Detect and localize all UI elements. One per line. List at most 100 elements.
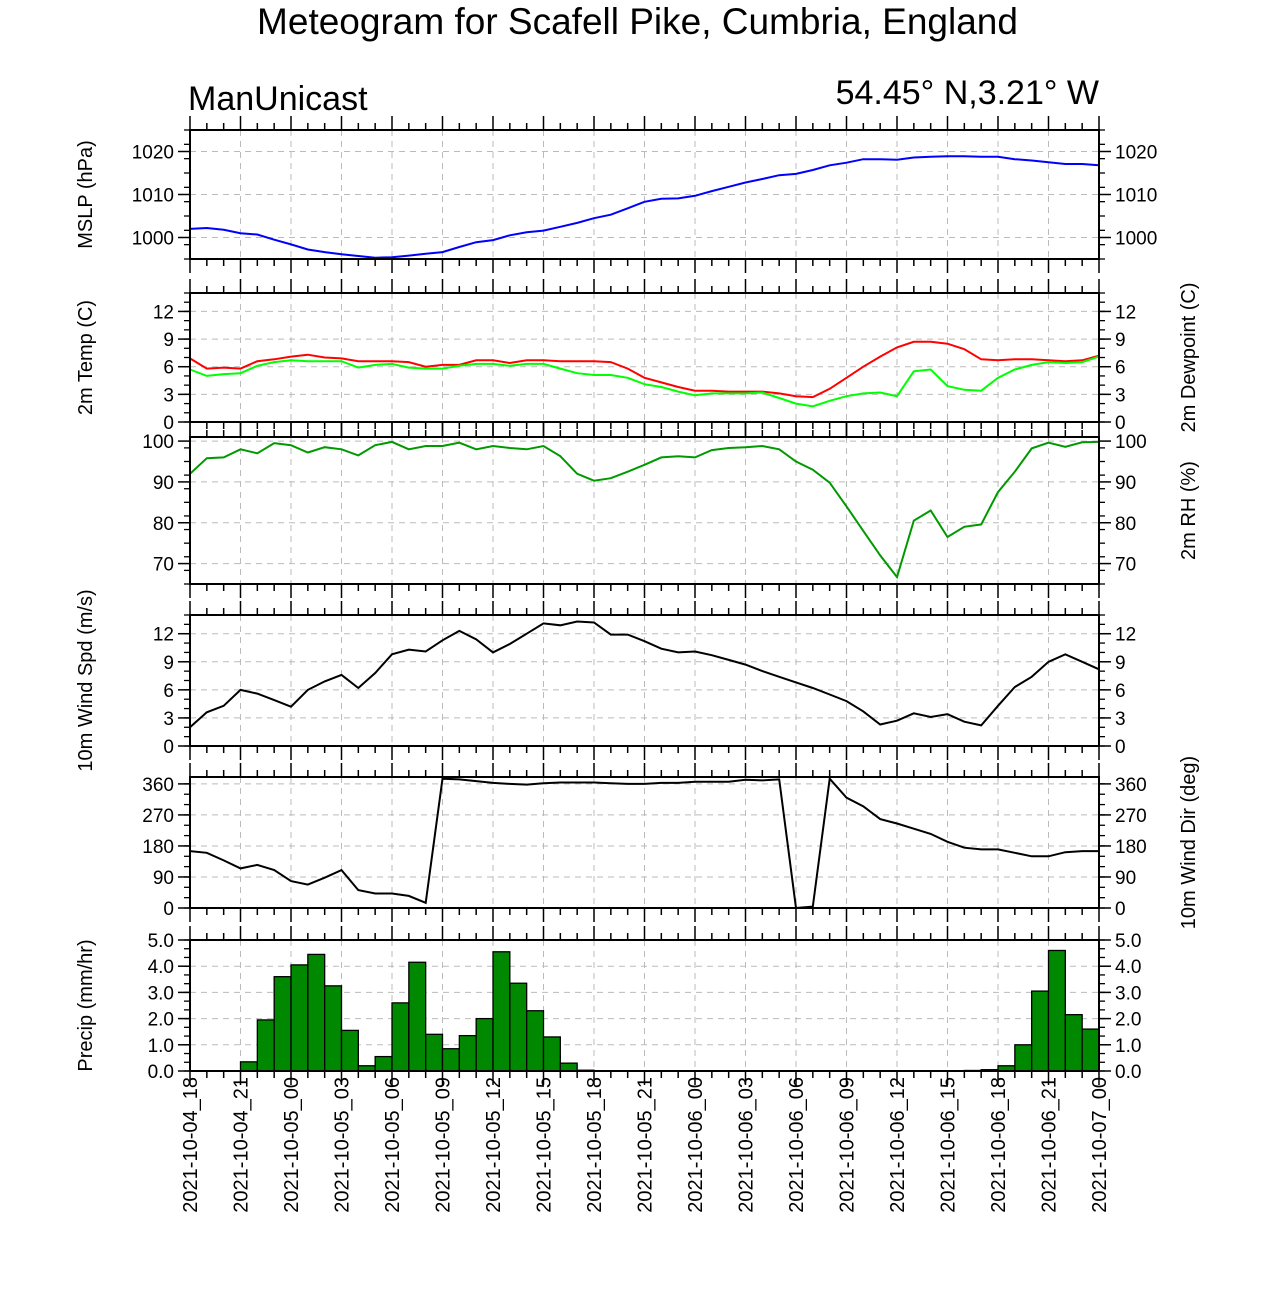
precip-bar (441, 1048, 460, 1072)
series-line-1 (189, 620, 1100, 729)
y-tick-label-right: 2.0 (1115, 1010, 1141, 1031)
panel-frame (189, 939, 1100, 1072)
y-tick-label: 3 (163, 709, 174, 730)
series-line-1 (189, 155, 1100, 259)
y-tick-label: 0.0 (148, 1062, 174, 1083)
y-tick-label: 6 (163, 681, 174, 702)
x-tick-label: 2021-10-05_21 (635, 1077, 657, 1213)
y-tick-label-right: 0 (1115, 413, 1126, 434)
y-tick-label-right: 180 (1115, 837, 1147, 858)
y-tick-label: 360 (142, 775, 174, 796)
y-tick-label: 1.0 (148, 1036, 174, 1057)
y-tick-label-right: 0.0 (1115, 1062, 1141, 1083)
precip-bar (1014, 1044, 1033, 1072)
y-tick-label-right: 100 (1115, 432, 1147, 453)
x-tick-label: 2021-10-06_03 (736, 1077, 758, 1213)
x-axis-time-labels: 2021-10-04_18 2021-10-04_21 2021-10-05_00 2… (180, 1077, 1111, 1213)
precip-bar (324, 985, 343, 1072)
chart-title: Meteogram for Scafell Pike, Cumbria, Eng… (257, 1, 1018, 42)
y-axis-title-left: 10m Wind Spd (m/s) (75, 589, 97, 771)
y-tick-label: 3.0 (148, 983, 174, 1004)
y-tick-label: 90 (153, 473, 174, 494)
y-tick-label-right: 3 (1115, 709, 1126, 730)
y-tick-label: 100 (142, 432, 174, 453)
x-tick-label: 2021-10-06_18 (988, 1077, 1010, 1213)
y-tick-label: 9 (163, 653, 174, 674)
precip-bar (425, 1033, 444, 1072)
x-tick-label: 2021-10-06_06 (786, 1077, 808, 1213)
y-tick-label: 4.0 (148, 957, 174, 978)
y-tick-label-right: 12 (1115, 625, 1136, 646)
precip-bar (458, 1034, 477, 1072)
y-tick-label: 12 (153, 302, 174, 323)
y-tick-label: 180 (142, 837, 174, 858)
panel-frame (189, 436, 1100, 585)
panel-2: 0 0 3 3 6 6 9 9 12 12 2m Temp (C) 2m Dewpoint (C) (75, 279, 1200, 436)
y-tick-label-right: 9 (1115, 330, 1126, 351)
panel-frame (189, 776, 1100, 909)
y-tick-label: 90 (153, 868, 174, 889)
x-tick-label: 2021-10-04_18 (180, 1077, 202, 1213)
y-axis-title-right: 2m Dewpoint (C) (1178, 282, 1200, 432)
y-tick-label: 6 (163, 358, 174, 379)
y-tick-label-right: 3 (1115, 385, 1126, 406)
location-coordinates: 54.45° N,3.21° W (835, 74, 1099, 112)
panel-3: 70 70 80 80 90 90 100 100 2m RH (%) (142, 423, 1200, 598)
precip-bar (509, 982, 528, 1072)
x-tick-label: 2021-10-06_12 (887, 1077, 909, 1213)
y-tick-label-right: 0 (1115, 737, 1126, 758)
y-tick-label: 9 (163, 330, 174, 351)
y-tick-label-right: 3.0 (1115, 983, 1141, 1004)
y-axis-title-right: 2m RH (%) (1178, 461, 1200, 560)
y-axis-title-left: Precip (mm/hr) (75, 939, 97, 1071)
y-tick-label-right: 6 (1115, 358, 1126, 379)
y-tick-label: 270 (142, 806, 174, 827)
panel-frame (189, 614, 1100, 747)
y-tick-label-right: 9 (1115, 653, 1126, 674)
y-axis-title-right: 10m Wind Dir (deg) (1178, 756, 1200, 929)
x-tick-label: 2021-10-05_00 (281, 1077, 303, 1213)
precip-bar (340, 1029, 359, 1072)
y-tick-label-right: 0 (1115, 899, 1126, 920)
y-tick-label-right: 12 (1115, 302, 1136, 323)
y-tick-label-right: 80 (1115, 514, 1136, 535)
y-tick-label: 1020 (132, 143, 174, 164)
y-tick-label-right: 360 (1115, 775, 1147, 796)
y-tick-label: 0 (163, 899, 174, 920)
y-tick-label-right: 70 (1115, 555, 1136, 576)
y-tick-label: 1000 (132, 229, 174, 250)
x-tick-label: 2021-10-06_21 (1039, 1077, 1061, 1213)
series-line-1 (189, 776, 1099, 910)
x-tick-label: 2021-10-05_18 (584, 1077, 606, 1213)
y-tick-label: 0 (163, 737, 174, 758)
precip-bar (542, 1036, 561, 1072)
x-tick-label: 2021-10-06_00 (685, 1077, 707, 1213)
x-tick-label: 2021-10-06_09 (837, 1077, 859, 1213)
precip-bar (559, 1062, 578, 1072)
x-tick-label: 2021-10-06_15 (938, 1077, 960, 1213)
x-tick-label: 2021-10-05_15 (534, 1077, 556, 1213)
x-tick-label: 2021-10-07_00 (1089, 1077, 1111, 1213)
panel-4: 0 0 3 3 6 6 9 9 12 12 10m Wind Spd (m/s) (75, 589, 1136, 771)
y-tick-label-right: 90 (1115, 473, 1136, 494)
precip-bar (374, 1055, 393, 1072)
y-tick-label: 70 (153, 555, 174, 576)
y-tick-label: 0 (163, 413, 174, 434)
precip-bar (239, 1061, 258, 1072)
y-tick-label-right: 1020 (1115, 143, 1157, 164)
y-tick-label: 5.0 (148, 931, 174, 952)
y-tick-label: 3 (163, 385, 174, 406)
panel-frame (189, 292, 1100, 423)
y-axis-title-left: MSLP (hPa) (75, 140, 97, 249)
y-tick-label-right: 1010 (1115, 186, 1157, 207)
series-line-1 (189, 440, 1100, 580)
y-axis-title-left: 2m Temp (C) (75, 300, 97, 415)
precip-bar (256, 1019, 275, 1072)
precip-bar (1031, 990, 1050, 1072)
precip-bar (1064, 1014, 1083, 1072)
precip-bar (290, 964, 309, 1072)
panel-6: 0.0 0.0 1.0 1.0 2.0 2.0 3.0 3.0 4.0 4.0 5.0 5.0 Prec… (75, 926, 1141, 1085)
y-tick-label-right: 90 (1115, 868, 1136, 889)
precip-bar (475, 1017, 494, 1072)
y-tick-label-right: 1000 (1115, 229, 1157, 250)
